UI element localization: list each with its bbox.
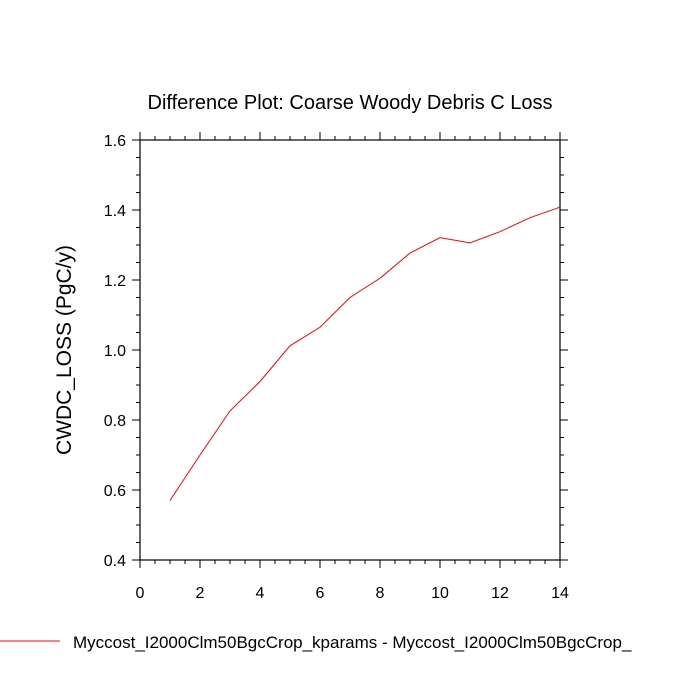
plot-frame — [139, 139, 561, 561]
x-tick-label: 10 — [431, 585, 449, 602]
x-tick-label: 4 — [256, 585, 265, 602]
series-line — [169, 206, 561, 501]
y-tick-label: 0.8 — [104, 413, 126, 430]
legend: Myccost_I2000Clm50BgcCrop_kparams - Mycc… — [0, 633, 632, 652]
x-tick-label: 0 — [136, 585, 145, 602]
x-tick-label: 12 — [491, 585, 509, 602]
y-axis-label: CWDC_LOSS (PgC/y) — [53, 245, 76, 455]
axis-ticks — [132, 132, 568, 568]
chart-title: Difference Plot: Coarse Woody Debris C L… — [148, 92, 553, 114]
x-tick-label: 14 — [551, 585, 569, 602]
y-tick-label: 0.6 — [104, 483, 126, 500]
y-tick-label: 1.0 — [104, 343, 126, 360]
legend-label: Myccost_I2000Clm50BgcCrop_kparams - Mycc… — [73, 633, 632, 652]
y-tick-label: 1.4 — [104, 203, 126, 220]
series-lines — [169, 206, 561, 501]
x-tick-label: 8 — [376, 585, 385, 602]
y-tick-label: 1.2 — [104, 273, 126, 290]
y-tick-label: 1.6 — [104, 133, 126, 150]
x-tick-label: 6 — [316, 585, 325, 602]
tick-labels: 0 2 4 6 8 10 12 14 0.4 0.6 0.8 1.0 1.2 1.4 1.6 — [104, 133, 569, 602]
x-tick-label: 2 — [196, 585, 205, 602]
y-tick-label: 0.4 — [104, 553, 126, 570]
